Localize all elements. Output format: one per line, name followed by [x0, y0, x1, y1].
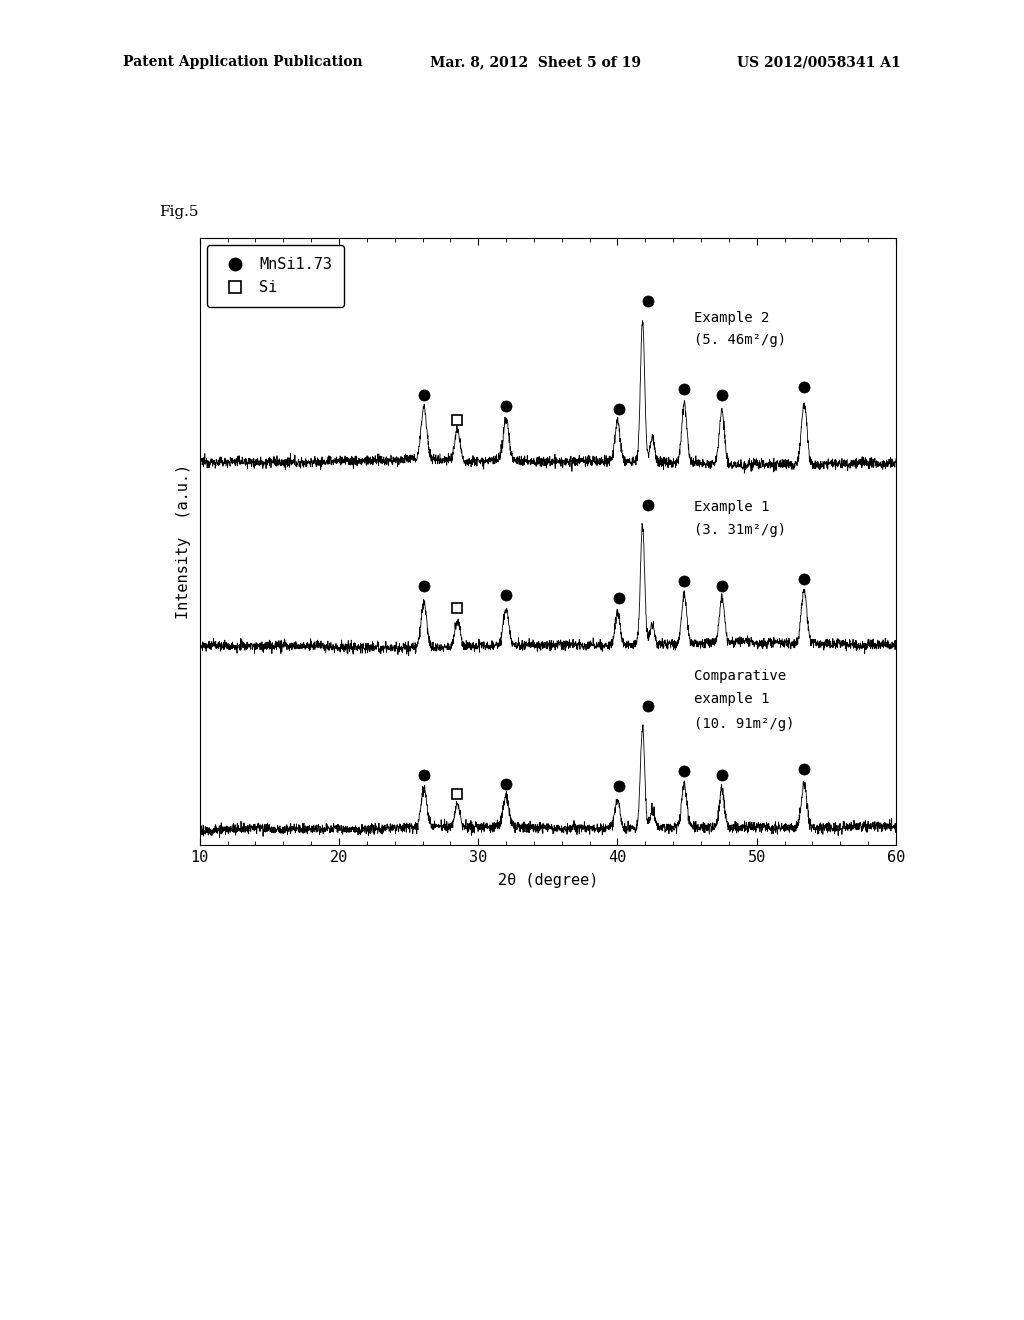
- Text: Mar. 8, 2012  Sheet 5 of 19: Mar. 8, 2012 Sheet 5 of 19: [430, 55, 641, 70]
- Text: example 1: example 1: [694, 692, 769, 706]
- Text: (3. 31m²/g): (3. 31m²/g): [694, 523, 786, 537]
- Text: Example 1: Example 1: [694, 500, 769, 515]
- X-axis label: 2θ (degree): 2θ (degree): [498, 873, 598, 888]
- Text: (10. 91m²/g): (10. 91m²/g): [694, 717, 795, 731]
- Text: Patent Application Publication: Patent Application Publication: [123, 55, 362, 70]
- Legend: MnSi1.73, Si: MnSi1.73, Si: [207, 246, 344, 308]
- Y-axis label: Intensity  (a.u.): Intensity (a.u.): [176, 463, 191, 619]
- Text: (5. 46m²/g): (5. 46m²/g): [694, 333, 786, 347]
- Text: Fig.5: Fig.5: [159, 205, 199, 219]
- Text: Comparative: Comparative: [694, 669, 786, 684]
- Text: US 2012/0058341 A1: US 2012/0058341 A1: [737, 55, 901, 70]
- Text: Example 2: Example 2: [694, 310, 769, 325]
